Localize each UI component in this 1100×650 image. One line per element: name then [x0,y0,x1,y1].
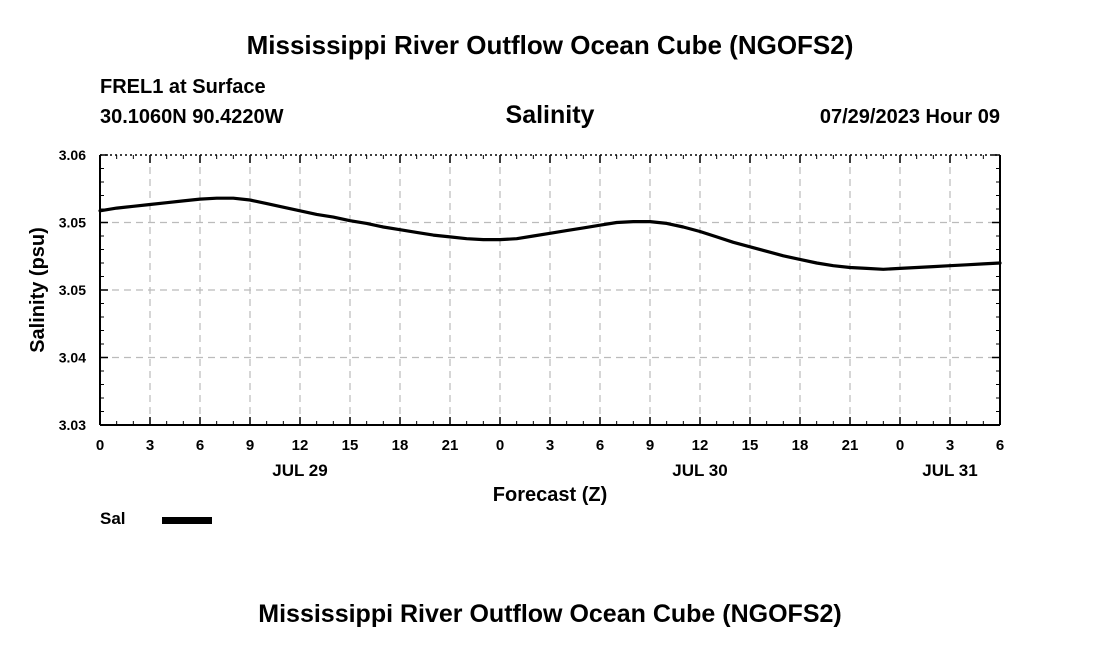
y-tick-label: 3.04 [59,350,86,366]
x-tick-label: 3 [546,437,554,454]
y-tick-label: 3.05 [59,215,86,231]
x-tick-label: 21 [442,437,459,454]
y-tick-label: 3.03 [59,417,86,433]
page-title: Mississippi River Outflow Ocean Cube (NG… [246,30,854,60]
x-tick-label: 18 [792,437,809,454]
x-tick-label: 9 [246,437,254,454]
coordinates-label: 30.1060N 90.4220W [100,106,284,128]
timestamp-label: 07/29/2023 Hour 09 [819,106,1000,128]
x-tick-label: 6 [596,437,604,454]
x-tick-label: 12 [692,437,709,454]
x-tick-label: 9 [646,437,654,454]
x-tick-label: 21 [842,437,859,454]
y-axis-label: Salinity (psu) [27,227,49,353]
x-tick-label: 3 [146,437,154,454]
series-line-sal [98,196,1002,271]
x-tick-label: 0 [496,437,504,454]
date-label: JUL 31 [922,461,977,480]
x-tick-label: 6 [196,437,204,454]
x-tick-label: 12 [292,437,309,454]
x-tick-label: 18 [392,437,409,454]
station-label: FREL1 at Surface [100,76,266,98]
x-tick-label: 6 [996,437,1004,454]
x-tick-label: 0 [96,437,104,454]
legend-label: Sal [100,509,126,528]
salinity-chart: 0 3 6 9 12 15 18 21 0 3 6 9 12 15 18 21 0 3 6 3.03 3.04 3.05 3… [27,147,1004,506]
x-tick-label: 15 [342,437,359,454]
footer-title: Mississippi River Outflow Ocean Cube (NG… [258,600,842,628]
x-tick-label: 15 [742,437,759,454]
x-tick-label: 3 [946,437,954,454]
x-tick-label: 0 [896,437,904,454]
date-label: JUL 29 [272,461,327,480]
y-tick-label: 3.05 [59,282,86,298]
date-label: JUL 30 [672,461,727,480]
legend-line-swatch [162,517,212,524]
chart-title: Salinity [505,101,595,129]
y-tick-label: 3.06 [59,147,86,163]
x-axis-label: Forecast (Z) [493,484,607,506]
